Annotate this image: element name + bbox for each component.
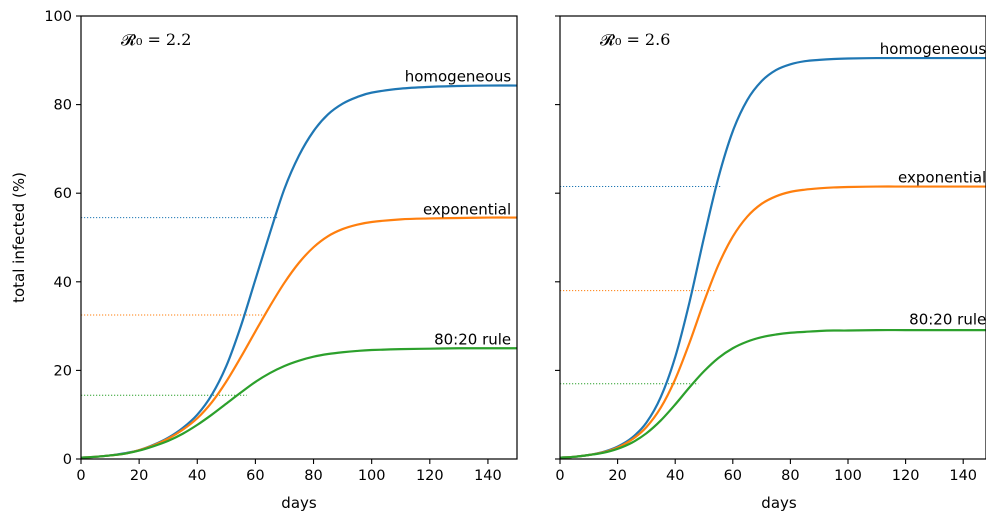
x-tick-label: 120 [892, 468, 920, 484]
series-line-80-20-rule [560, 328, 986, 459]
plot-frame [80, 15, 518, 460]
y-tick-label: 80 [54, 98, 72, 114]
y-tick-label: 20 [54, 363, 72, 379]
curve-label-3: 80:20 rule [909, 310, 986, 328]
y-tick-label: 100 [44, 9, 72, 25]
series-line-homogeneous [560, 56, 986, 459]
x-tick-label: 100 [358, 468, 386, 484]
plot-frame [559, 15, 986, 460]
y-tick-label: 40 [54, 275, 72, 291]
curve-label-3: 80:20 rule [434, 330, 511, 348]
x-tick-label: 20 [608, 468, 626, 484]
x-tick-label: 120 [416, 468, 444, 484]
x-tick-label: 0 [555, 468, 564, 484]
curve-label-1: homogeneous [405, 68, 512, 86]
series-line-80-20-rule [81, 347, 517, 459]
x-tick-label: 80 [781, 468, 799, 484]
r0-annotation: 𝓡₀ = 2.6 [600, 30, 670, 49]
chart-panel-1: homogeneous exponential 80:20 rule 𝓡₀ = 2.2… [10, 9, 518, 512]
x-axis-label: days [281, 494, 317, 512]
series-line-exponential [560, 185, 986, 459]
y-tick-label: 60 [54, 186, 72, 202]
chart-panel-2: homogeneous exponential 80:20 rule 𝓡₀ = 2.6… [555, 15, 986, 512]
curve-label-2: exponential [423, 201, 511, 219]
x-tick-label: 20 [130, 468, 148, 484]
x-tick-label: 100 [834, 468, 862, 484]
x-tick-label: 0 [76, 468, 85, 484]
x-tick-label: 40 [188, 468, 206, 484]
y-axis-label: total infected (%) [10, 172, 28, 303]
x-tick-label: 140 [949, 468, 977, 484]
y-tick-label: 0 [63, 452, 72, 468]
curve-label-1: homogeneous [880, 40, 986, 58]
x-tick-label: 40 [666, 468, 684, 484]
r0-annotation: 𝓡₀ = 2.2 [121, 30, 191, 49]
x-axis-label: days [761, 494, 797, 512]
x-tick-label: 60 [246, 468, 264, 484]
series-line-homogeneous [81, 84, 517, 459]
x-tick-label: 80 [304, 468, 322, 484]
curve-label-2: exponential [898, 169, 986, 187]
x-tick-label: 140 [474, 468, 502, 484]
x-tick-label: 60 [724, 468, 742, 484]
